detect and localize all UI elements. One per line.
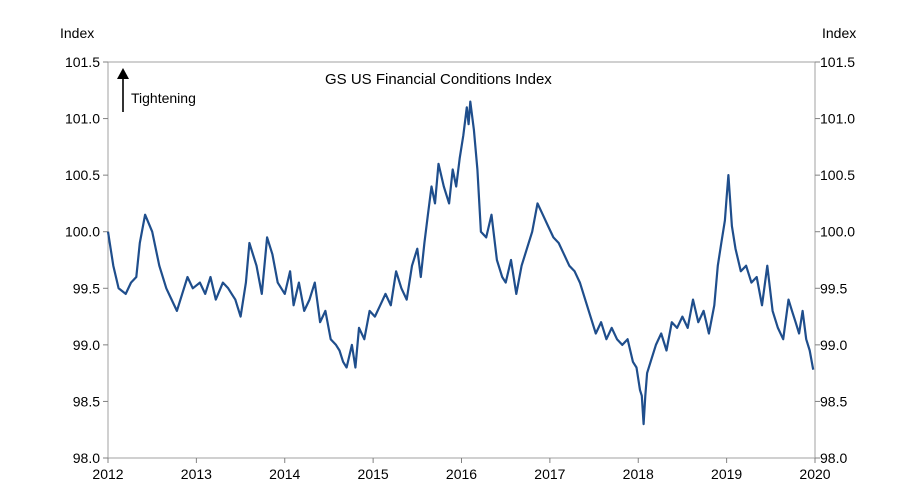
y-tick-label-right: 99.5 xyxy=(820,280,847,296)
y-tick-label-right: 100.5 xyxy=(820,167,855,183)
y-tick-label-right: 99.0 xyxy=(820,337,847,353)
y-tick-label-right: 98.0 xyxy=(820,450,847,466)
x-tick-label: 2013 xyxy=(181,466,212,482)
tightening-annotation: Tightening xyxy=(117,68,196,112)
series-group xyxy=(106,100,815,426)
y-tick-label-left: 101.0 xyxy=(65,111,100,127)
x-tick-label: 2014 xyxy=(269,466,300,482)
y-tick-label-right: 100.0 xyxy=(820,224,855,240)
right-y-axis: 101.5 101.0 100.5 100.0 99.5 99.0 98.5 98.0 xyxy=(815,54,855,466)
y-tick-label-left: 100.5 xyxy=(65,167,100,183)
y-tick-label-right: 101.5 xyxy=(820,54,855,70)
left-axis-label: Index xyxy=(60,25,94,41)
y-tick-label-right: 98.5 xyxy=(820,393,847,409)
plot-border xyxy=(107,61,816,459)
y-tick-label-left: 100.0 xyxy=(65,224,100,240)
chart-title: GS US Financial Conditions Index xyxy=(325,71,552,88)
x-axis: 2012 2013 2014 2015 2016 2017 2018 2019 2020 xyxy=(92,458,831,482)
x-tick-label: 2012 xyxy=(92,466,123,482)
x-tick-label: 2016 xyxy=(446,466,477,482)
y-tick-label-left: 99.0 xyxy=(73,337,100,353)
x-tick-label: 2017 xyxy=(534,466,565,482)
y-tick-label-left: 98.0 xyxy=(73,450,100,466)
tightening-label: Tightening xyxy=(131,90,196,106)
right-axis-label: Index xyxy=(822,25,856,41)
x-tick-label: 2020 xyxy=(799,466,830,482)
series-line xyxy=(106,100,815,426)
arrowhead-icon xyxy=(117,68,129,79)
x-tick-label: 2019 xyxy=(711,466,742,482)
x-tick-label: 2015 xyxy=(358,466,389,482)
plot-area xyxy=(107,61,816,459)
y-tick-label-right: 101.0 xyxy=(820,111,855,127)
x-tick-label: 2018 xyxy=(623,466,654,482)
y-tick-label-left: 99.5 xyxy=(73,280,100,296)
y-tick-label-left: 98.5 xyxy=(73,393,100,409)
left-y-axis: 101.5 101.0 100.5 100.0 99.5 99.0 98.5 98.0 xyxy=(65,54,108,466)
y-tick-label-left: 101.5 xyxy=(65,54,100,70)
